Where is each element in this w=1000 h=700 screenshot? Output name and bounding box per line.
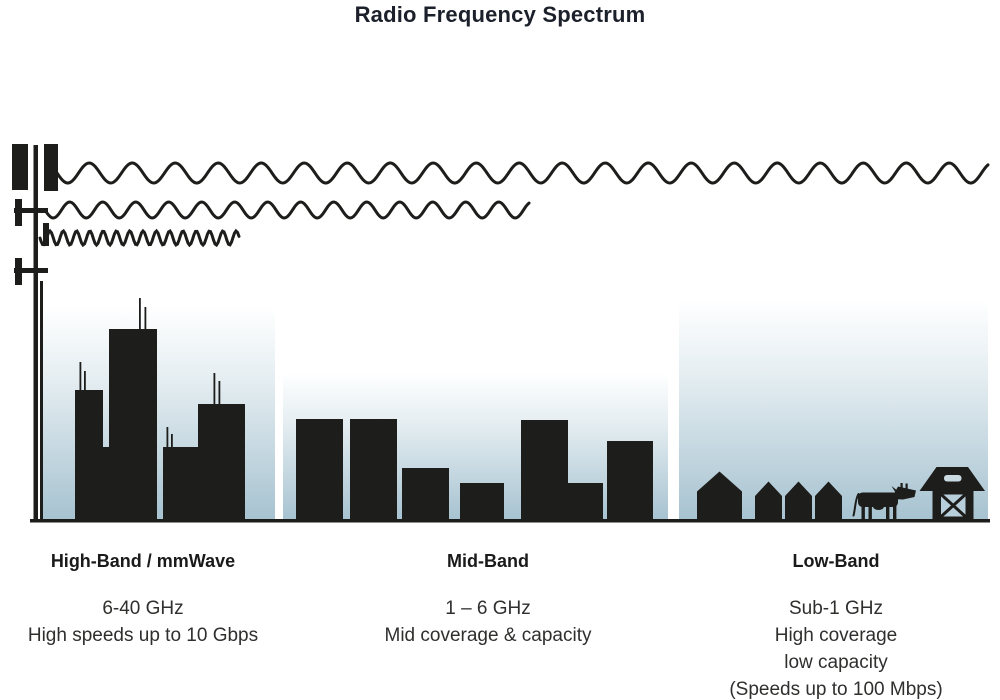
band-name: Low-Band [792,551,880,571]
cow-ear [891,486,896,493]
low-band-label-block: Low-Band Sub-1 GHz High coverage low cap… [686,551,986,700]
cow-leg [861,504,865,519]
house [755,481,782,521]
long-wavelength-wave-icon [55,161,990,185]
house [785,481,812,521]
skyscraper [103,447,109,522]
tower-antenna-panel [43,223,49,246]
building [607,441,653,522]
skyscraper [109,329,157,522]
band-description-line: High coverage [774,625,898,646]
tower-mast [33,145,38,522]
short-wavelength-wave-icon [38,228,241,248]
cow-head [891,486,916,500]
barn-door [938,491,969,520]
houses-icon [697,471,842,521]
tower-antenna-panel [12,144,28,190]
tower-crossarm [14,208,48,213]
building [568,483,603,522]
building [460,483,504,522]
ground-line [30,519,990,523]
mid-band-label-block: Mid-Band 1 – 6 GHz Mid coverage & capaci… [338,551,638,649]
band-description-line: Mid coverage & capacity [384,625,592,646]
high-band-label-block: High-Band / mmWave 6-40 GHz High speeds … [0,551,293,649]
cow-body [858,492,898,507]
band-description-line: low capacity [784,652,888,673]
antenna-icon [213,373,216,406]
building [296,419,343,522]
band-description-line: (Speeds up to 100 Mbps) [729,679,943,700]
cow-leg [868,504,872,519]
skyscraper [198,404,245,522]
band-frequency: 1 – 6 GHz [445,598,531,619]
building [521,420,568,522]
tower-antenna-panel [15,199,22,226]
tower-antenna-panel [15,258,22,285]
spectrum-illustration [12,144,990,523]
house [815,481,842,521]
band-name: High-Band / mmWave [50,551,236,571]
skyscraper [75,390,103,522]
barn-door-crossbuck [938,491,969,520]
tower-antenna-panel [44,144,58,191]
cow-tail [852,493,860,517]
mid-rise-buildings-icon [296,419,653,522]
medium-wavelength-wave-icon [43,200,531,220]
antenna-icon [144,307,147,331]
cow-icon [852,483,916,519]
house [697,471,742,521]
antenna-icon [166,427,169,449]
antenna-icon [84,371,86,392]
city-skyscrapers-icon [75,298,245,522]
antenna-icon [139,298,141,331]
tower-crossarm [14,268,48,273]
building [402,468,449,522]
band-frequency: Sub-1 GHz [789,598,883,619]
band-name: Mid-Band [447,551,529,571]
cow-horn [905,483,908,489]
cow-horn [900,483,903,489]
cow-leg [893,504,897,519]
tower-mast-secondary [40,281,43,522]
band-frequency: 6-40 GHz [102,598,184,619]
cow-udder [873,503,884,510]
antenna-icon [79,362,82,392]
page-title: Radio Frequency Spectrum [354,2,646,27]
band-description-line: High speeds up to 10 Gbps [27,625,259,646]
barn-vent [944,475,962,482]
cell-tower-icon [12,144,58,522]
skyscraper [163,447,198,522]
barn-icon [919,467,985,521]
building [350,419,397,522]
antenna-icon [171,434,173,449]
antenna-icon [218,381,221,406]
cow-leg [886,504,890,519]
